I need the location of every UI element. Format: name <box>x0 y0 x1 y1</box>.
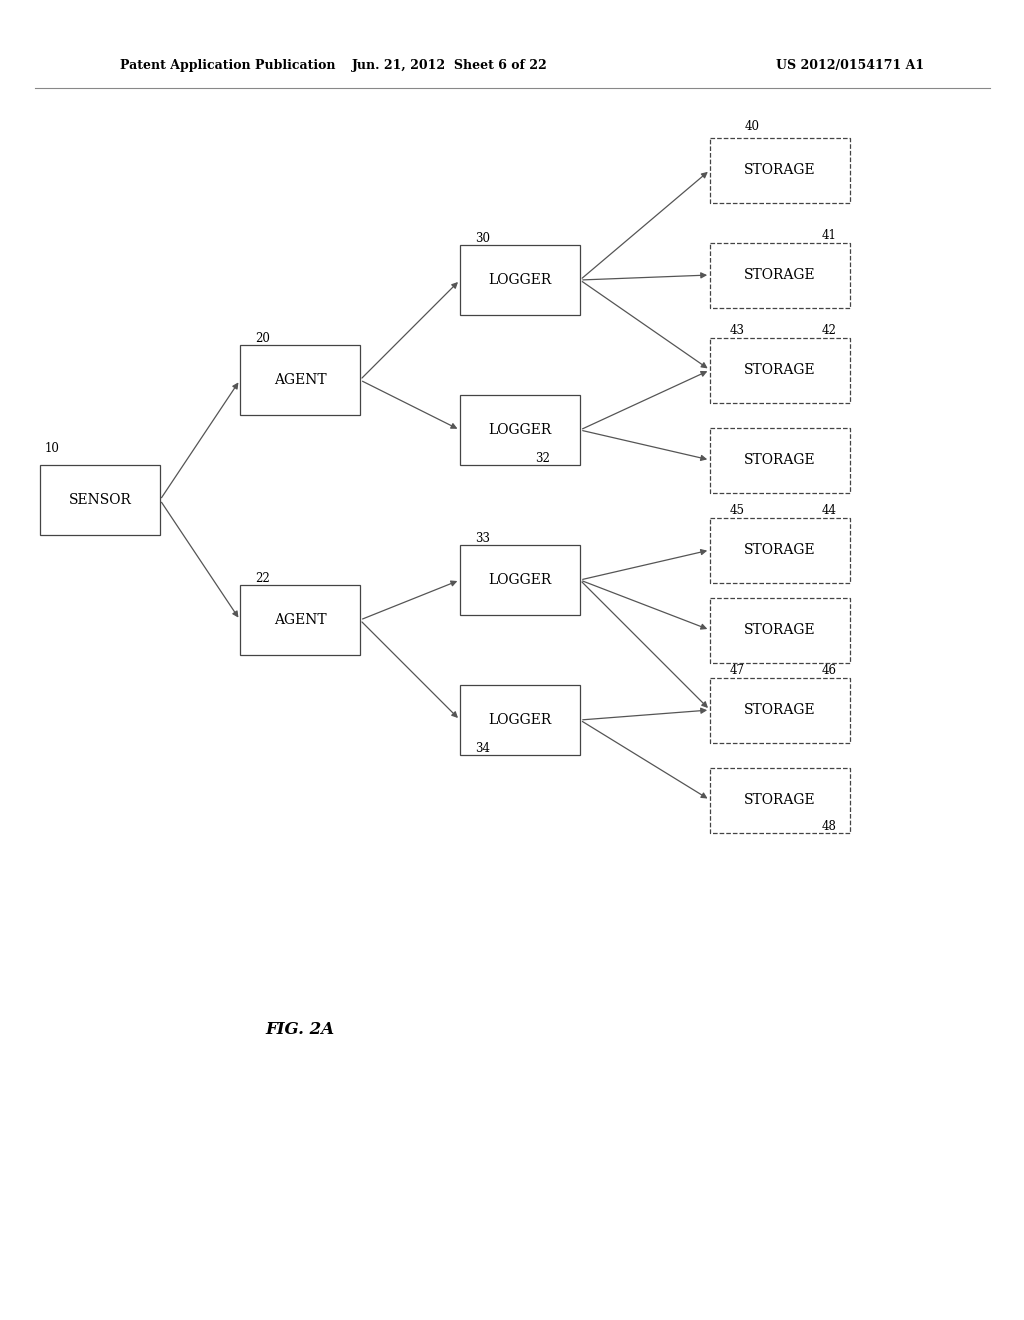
Text: STORAGE: STORAGE <box>744 623 816 638</box>
Text: 32: 32 <box>535 451 550 465</box>
Bar <box>710 243 850 308</box>
Text: 41: 41 <box>822 228 837 242</box>
Text: STORAGE: STORAGE <box>744 268 816 282</box>
Text: STORAGE: STORAGE <box>744 543 816 557</box>
Text: 20: 20 <box>255 333 270 345</box>
Text: US 2012/0154171 A1: US 2012/0154171 A1 <box>776 58 924 71</box>
Text: 40: 40 <box>745 120 760 133</box>
Text: 22: 22 <box>255 572 269 585</box>
Bar <box>460 545 580 615</box>
Bar <box>710 598 850 663</box>
Text: 34: 34 <box>475 742 490 755</box>
Bar <box>240 585 360 655</box>
Text: STORAGE: STORAGE <box>744 162 816 177</box>
Text: 30: 30 <box>475 232 490 246</box>
Bar <box>710 338 850 403</box>
Text: AGENT: AGENT <box>273 612 327 627</box>
Text: 46: 46 <box>822 664 837 677</box>
Text: LOGGER: LOGGER <box>488 573 552 587</box>
Text: 45: 45 <box>730 504 745 517</box>
Text: Jun. 21, 2012  Sheet 6 of 22: Jun. 21, 2012 Sheet 6 of 22 <box>352 58 548 71</box>
Text: 48: 48 <box>822 820 837 833</box>
Text: STORAGE: STORAGE <box>744 793 816 807</box>
Bar <box>460 246 580 315</box>
Text: 10: 10 <box>45 442 59 455</box>
Bar <box>460 395 580 465</box>
Bar <box>40 465 160 535</box>
Text: LOGGER: LOGGER <box>488 713 552 727</box>
Text: 33: 33 <box>475 532 490 545</box>
Bar <box>710 517 850 582</box>
Text: 43: 43 <box>730 323 745 337</box>
Bar <box>460 685 580 755</box>
Text: 47: 47 <box>730 664 745 677</box>
Text: FIG. 2A: FIG. 2A <box>265 1022 335 1039</box>
Bar <box>710 428 850 492</box>
Bar <box>710 677 850 742</box>
Bar <box>710 137 850 202</box>
Text: LOGGER: LOGGER <box>488 422 552 437</box>
Bar <box>710 767 850 833</box>
Text: Patent Application Publication: Patent Application Publication <box>120 58 336 71</box>
Text: STORAGE: STORAGE <box>744 453 816 467</box>
Text: 44: 44 <box>822 504 837 517</box>
Text: LOGGER: LOGGER <box>488 273 552 286</box>
Text: 42: 42 <box>822 323 837 337</box>
Text: STORAGE: STORAGE <box>744 704 816 717</box>
Text: STORAGE: STORAGE <box>744 363 816 378</box>
Text: SENSOR: SENSOR <box>69 492 131 507</box>
Text: AGENT: AGENT <box>273 374 327 387</box>
Bar <box>240 345 360 414</box>
